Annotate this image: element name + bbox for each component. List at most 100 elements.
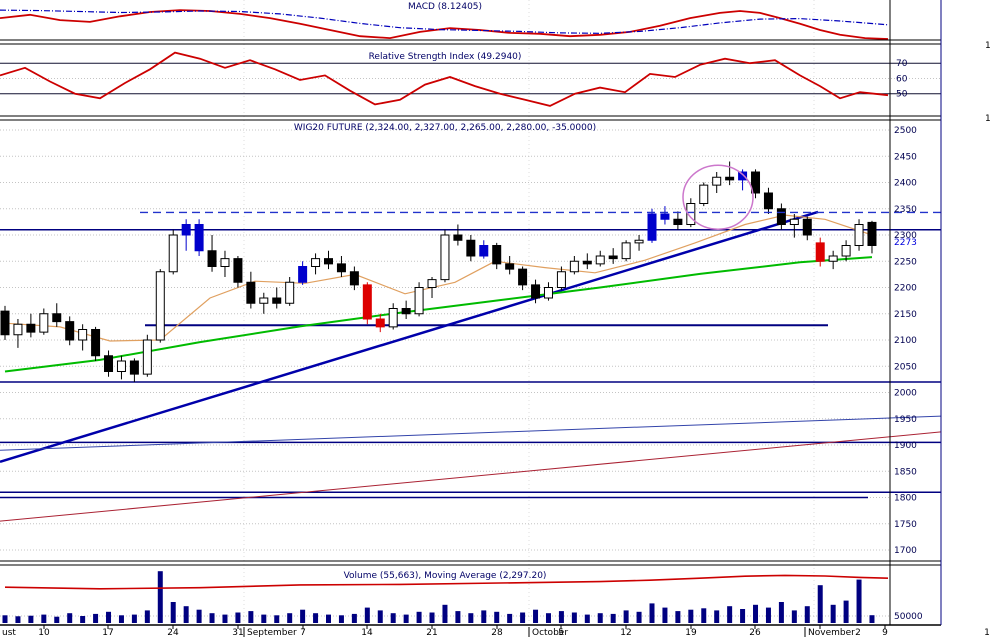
candle-body [505,263,515,270]
volume-bar [118,615,124,623]
volume-panel-price-ma [4,574,889,590]
price-tick-label: 2350 [894,205,917,215]
volume-bar [442,604,448,623]
volume-bar [15,616,21,623]
volume-bar [313,613,319,623]
candle-body [673,218,683,225]
x-axis-label: 31 [232,628,243,638]
volume-bar [54,616,60,623]
candle-body [13,323,23,336]
volume-bar [791,610,797,623]
volume-bar [533,609,539,623]
rsi-panel-title: Relative Strength Index (49.2940) [368,52,522,62]
candle-body [634,239,644,244]
volume-bar [326,614,331,623]
price-tick-label: 1900 [894,441,917,451]
price-tick-label: 2050 [894,362,917,372]
volume-bar [765,607,771,623]
candle-body [828,255,838,262]
rsi-line [0,51,889,107]
volume-bar [93,613,99,623]
volume-bar [248,611,254,623]
volume-bar [494,611,500,623]
volume-bar [390,613,396,623]
price-tick-label: 1750 [894,520,917,530]
candle-body [686,203,696,225]
candle-body [725,176,735,181]
candle-body [78,329,88,341]
candle-body [621,242,631,260]
candle-body [763,192,773,210]
volume-bar [520,612,526,623]
volume-bar [377,610,383,623]
volume-bar [468,613,474,623]
candle-body [52,313,62,323]
price-tick-label: 2250 [894,257,917,267]
x-axis-label: 5 [558,628,564,638]
price-tick-label: 2000 [894,389,917,399]
x-axis-label: 1 [984,628,990,638]
volume-bar [817,585,823,623]
candle-body [712,176,722,186]
volume-bar [584,614,590,623]
candle-body [233,258,243,283]
x-axis-label: 28 [491,628,503,638]
price-tick-label: 2450 [894,152,917,162]
x-axis-label: 17 [102,628,113,638]
x-axis-label: 19 [685,628,697,638]
candle-body [841,245,851,257]
candle-body [414,287,424,315]
macd-panel-title: MACD (8.12405) [407,2,483,12]
x-axis-label: 12 [620,628,631,638]
trendline-minor [0,415,942,451]
x-axis-label: 14 [361,628,373,638]
volume-bar [727,606,733,623]
candle-body [660,213,670,220]
candle-body [104,355,114,372]
volume-bar [209,613,215,623]
candle-body [751,171,761,194]
volume-bar [416,611,422,623]
candle-body [259,297,269,304]
candle-body [285,281,295,304]
volume-bar [429,612,435,623]
volume-bar [481,610,487,623]
price-tick-label: 1850 [894,467,917,477]
volume-bar [2,615,8,623]
candle-body [298,266,308,283]
rsi-tick-label: 50 [896,90,908,100]
candle-body [479,245,489,257]
price-tick-label: 1800 [894,494,917,504]
volume-bar [41,614,47,623]
price-tick-label: 2100 [894,336,917,346]
candle-body [349,271,359,286]
volume-bar [507,613,513,623]
volume-bar [778,602,784,623]
ma-long [4,256,873,373]
volume-bar [144,610,150,623]
volume-bar [351,613,357,623]
price-tick-label: 2200 [894,284,917,294]
panel-scale-marker-rsi: 1 [985,41,991,51]
candle-body [26,323,36,333]
volume-bar [688,609,694,623]
candle-body [181,224,191,236]
volume-bar [235,612,241,623]
candle-body [362,284,372,320]
candle-body [142,339,152,375]
volume-bar [558,611,564,623]
candle-body [0,310,10,336]
x-axis-label: October [532,628,568,638]
candle-body [569,260,579,273]
price-tick-label: 2500 [894,126,917,136]
candle-body [453,234,463,241]
volume-bar [338,615,344,623]
candle-body [129,360,139,375]
x-axis-label: 9 [882,628,888,638]
volume-bar [106,611,112,623]
volume-bar [222,614,228,623]
candle-body [815,242,825,262]
volume-bar [403,614,409,623]
